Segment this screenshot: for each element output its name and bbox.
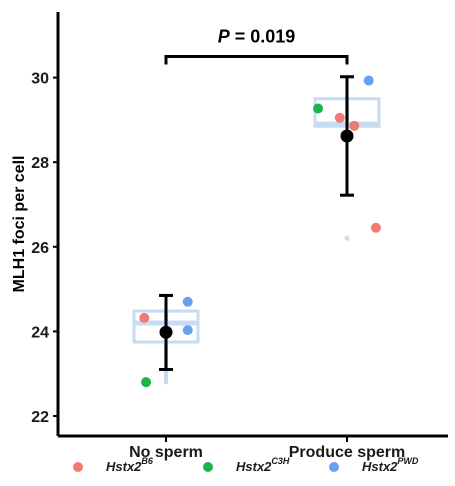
y-tick-label: 30 — [31, 71, 49, 88]
legend-label: Hstx2PWD — [362, 456, 419, 474]
legend: Hstx2B6 Hstx2C3H Hstx2PWD — [73, 456, 419, 474]
legend-marker — [329, 462, 339, 472]
x-tick-label: No sperm — [129, 444, 203, 461]
data-point — [334, 112, 345, 123]
significance-annotation: P = 0.019 — [164, 26, 349, 65]
axes: 22 24 26 28 30 No sperm Produce sperm — [31, 12, 448, 461]
legend-marker — [73, 462, 83, 472]
data-point — [349, 120, 360, 131]
legend-label: Hstx2B6 — [106, 456, 154, 474]
x-tick-label: Produce sperm — [289, 444, 405, 461]
data-point — [182, 325, 193, 336]
box-layer — [132, 97, 381, 385]
data-point — [370, 222, 381, 233]
points-layer — [139, 75, 381, 388]
data-point — [363, 75, 374, 86]
y-tick-label: 28 — [31, 155, 49, 172]
data-point — [141, 377, 152, 388]
y-axis-label: MLH1 foci per cell — [11, 156, 28, 293]
mean-point — [340, 129, 354, 143]
legend-marker — [203, 462, 213, 472]
p-value-label: P = 0.019 — [218, 26, 296, 46]
data-point — [139, 312, 150, 323]
mean-point — [159, 325, 173, 339]
legend-label: Hstx2C3H — [236, 456, 290, 474]
data-point — [182, 296, 193, 307]
y-tick-label: 22 — [31, 409, 49, 426]
y-tick-label: 26 — [31, 240, 49, 257]
data-point — [313, 103, 324, 114]
significance-bracket — [164, 54, 349, 65]
summary-layer — [159, 75, 354, 371]
box-outlier — [344, 235, 350, 241]
y-tick-label: 24 — [31, 324, 49, 341]
